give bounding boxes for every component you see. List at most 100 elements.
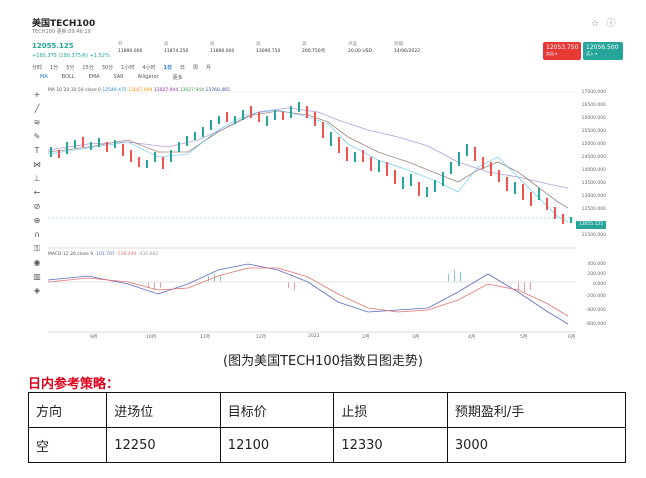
table-cell: 12100 (219, 427, 335, 463)
y-tick: 17000.000 (581, 90, 606, 95)
sell-button[interactable]: 12053.750 卖出 ▾ (543, 42, 581, 60)
table-header-cell: 目标价 (219, 392, 335, 428)
y-tick: 15000.000 (581, 142, 606, 147)
table-cell: 12330 (333, 427, 448, 463)
stat-item: 点差 20.00 USD (348, 42, 372, 54)
tab-indicator[interactable]: MA (40, 74, 48, 80)
stat-item: 低 11890.000 (210, 42, 235, 54)
tab-timeframe[interactable]: 月 (206, 65, 212, 71)
trash-icon[interactable]: ▥ (33, 272, 41, 281)
eye-icon[interactable]: ◉ (33, 258, 41, 267)
tab-indicator[interactable]: BOLL (61, 74, 75, 80)
stat-item: 开 11890.000 (118, 42, 143, 54)
line-icon[interactable]: ╱ (34, 104, 40, 113)
y-tick: 15500.000 (581, 129, 606, 134)
star-icon[interactable]: ☆ (590, 19, 600, 29)
x-tick: 6月 (568, 335, 576, 340)
measure-icon[interactable]: ⊥ (33, 174, 41, 183)
current-price-tag: 12055.125 (576, 221, 606, 229)
tab-timeframe[interactable]: 30分 (101, 65, 114, 71)
table-cell: 3000 (446, 427, 627, 463)
chart-caption: (图为美国TECH100指数日图走势) (223, 354, 423, 369)
macd-tick: 200.000 (587, 272, 606, 277)
tab-timeframe[interactable]: 1小时 (121, 65, 135, 71)
macd-legend: MACD 12 26 close 9 -101.707 -538.449 -43… (48, 252, 159, 257)
table-cell: 12250 (106, 427, 221, 463)
strategy-table: 方向 进场位 目标价 止损 预期盈利/手 空 12250 12100 12330… (27, 392, 627, 463)
x-tick: 3月 (412, 335, 420, 340)
current-price: 12055.125 (32, 42, 74, 50)
tab-indicator[interactable]: SAR (113, 74, 124, 80)
stat-item: 到期 14/06/2022 (394, 42, 420, 54)
tab-timeframe[interactable]: 4小时 (142, 65, 156, 71)
instrument-subtitle: TECH100 更新:09:46:19 (32, 29, 91, 35)
x-tick: 10月 (146, 335, 157, 340)
table-header-cell: 方向 (27, 392, 108, 428)
tab-timeframe[interactable]: 5分 (66, 65, 75, 71)
x-tick: 2022 (308, 334, 320, 339)
lock-icon[interactable]: ⚿ (33, 244, 41, 253)
x-tick: 11月 (200, 335, 211, 340)
table-row: 空 12250 12100 12330 3000 (27, 427, 627, 463)
timeframe-tabs: 分时 1分 5分 15分 30分 1小时 4小时 1日 日 周 月 (32, 64, 211, 71)
table-header-row: 方向 进场位 目标价 止损 预期盈利/手 (27, 392, 627, 428)
y-tick: 11500.000 (581, 233, 606, 238)
price-chart-svg[interactable] (28, 12, 606, 342)
text-icon[interactable]: T (34, 146, 40, 155)
tab-timeframe[interactable]: 1分 (50, 65, 59, 71)
y-tick: 16000.000 (581, 116, 606, 121)
instrument-title: 美国TECH100 (32, 19, 96, 29)
ma-legend: MA 10 20 30 50 close 0 12549.475 13027.9… (48, 88, 230, 93)
x-tick: 2月 (362, 335, 370, 340)
tab-timeframe[interactable]: 分时 (32, 65, 43, 71)
info-icon[interactable]: ⓘ (606, 19, 616, 29)
ruler-icon[interactable]: ⊘ (33, 202, 41, 211)
macd-tick: 0.000 (593, 282, 606, 287)
x-tick: 4月 (468, 335, 476, 340)
macd-tick: 400.000 (587, 262, 606, 267)
x-tick: 12月 (256, 335, 267, 340)
y-tick: 16500.000 (581, 103, 606, 108)
brush-icon[interactable]: ✎ (33, 132, 41, 141)
x-tick: 9月 (90, 335, 98, 340)
fib-icon[interactable]: ≋ (33, 118, 41, 127)
pattern-icon[interactable]: ⋈ (33, 160, 41, 169)
layers-icon[interactable]: ◈ (33, 286, 41, 295)
y-tick: 12500.000 (581, 207, 606, 212)
strategy-title: 日内参考策略： (28, 377, 120, 392)
macd-tick: -400.000 (585, 308, 606, 313)
tab-timeframe[interactable]: 日 (180, 65, 186, 71)
y-tick: 13500.000 (581, 181, 606, 186)
tab-indicator[interactable]: Alligator (137, 74, 159, 80)
chart-panel: 美国TECH100 TECH100 更新:09:46:19 ☆ ⓘ 12055.… (28, 12, 623, 342)
tab-indicator[interactable]: 更多 (172, 75, 183, 81)
drawing-toolbar: + ╱ ≋ ✎ T ⋈ ⊥ ← ⊘ ⊕ ∩ ⚿ ◉ ▥ ◈ (30, 88, 44, 298)
table-cell: 空 (27, 427, 108, 463)
y-tick: 14500.000 (581, 155, 606, 160)
indicator-tabs: MA BOLL EMA SAR Alligator 更多 (40, 74, 183, 81)
magnet-icon[interactable]: ∩ (34, 230, 40, 239)
stat-item: 高 200.750点 (302, 42, 326, 54)
zoom-icon[interactable]: ⊕ (33, 216, 41, 225)
y-tick: 13000.000 (581, 194, 606, 199)
tab-indicator[interactable]: EMA (88, 74, 100, 80)
table-header-cell: 进场位 (106, 392, 221, 428)
arrow-icon[interactable]: ← (33, 188, 41, 197)
table-header-cell: 预期盈利/手 (446, 392, 627, 428)
tab-timeframe[interactable]: 周 (193, 65, 199, 71)
stat-item: 高 13090.750 (256, 42, 281, 54)
stat-item: 高 11874.250 (164, 42, 189, 54)
x-tick: 5月 (520, 335, 528, 340)
macd-tick: -200.000 (585, 294, 606, 299)
macd-histogram (148, 270, 531, 292)
price-change: +180.375 (180.375点) +1.52% (32, 53, 110, 59)
candles (50, 102, 572, 224)
buy-button[interactable]: 12056.500 买入 ▾ (583, 42, 623, 60)
tab-timeframe[interactable]: 1日 (163, 65, 172, 71)
table-header-cell: 止损 (333, 392, 448, 428)
tab-timeframe[interactable]: 15分 (82, 65, 94, 71)
y-tick: 14000.000 (581, 168, 606, 173)
macd-tick: -600.000 (585, 322, 606, 327)
stats-row: 开 11890.000 高 11874.250 低 11890.000 高 13090.… (118, 41, 430, 55)
crosshair-icon[interactable]: + (33, 90, 41, 99)
